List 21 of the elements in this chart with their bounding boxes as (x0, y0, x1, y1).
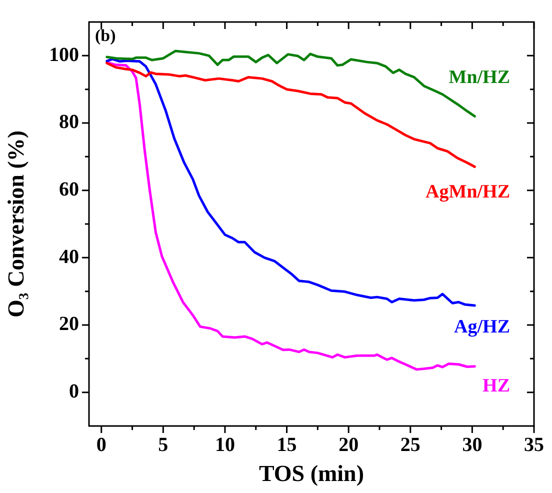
series-label: AgMn/HZ (426, 182, 510, 203)
x-tick-label: 10 (214, 434, 235, 456)
x-tick-label: 25 (400, 434, 420, 456)
x-tick-label: 30 (462, 434, 482, 456)
x-tick-label: 35 (524, 434, 544, 456)
y-tick-label: 20 (59, 313, 79, 336)
series-label: HZ (482, 375, 510, 396)
y-tick-label: 40 (59, 246, 79, 268)
y-tick-label: 80 (59, 111, 79, 134)
y-tick-label: 60 (59, 178, 79, 201)
series-label: Mn/HZ (448, 67, 510, 88)
series-label: Ag/HZ (454, 316, 510, 338)
x-tick-label: 20 (338, 434, 359, 456)
y-tick-label: 0 (69, 380, 79, 403)
x-tick-label: 5 (158, 434, 168, 456)
y-tick-label: 100 (49, 44, 79, 66)
x-axis-title: TOS (min) (258, 461, 364, 486)
chart-title: (b) (95, 26, 116, 45)
y-axis-title: O₃ Conversion (%) (4, 130, 29, 318)
x-tick-label: 15 (276, 434, 297, 456)
x-tick-label: 0 (96, 434, 106, 456)
